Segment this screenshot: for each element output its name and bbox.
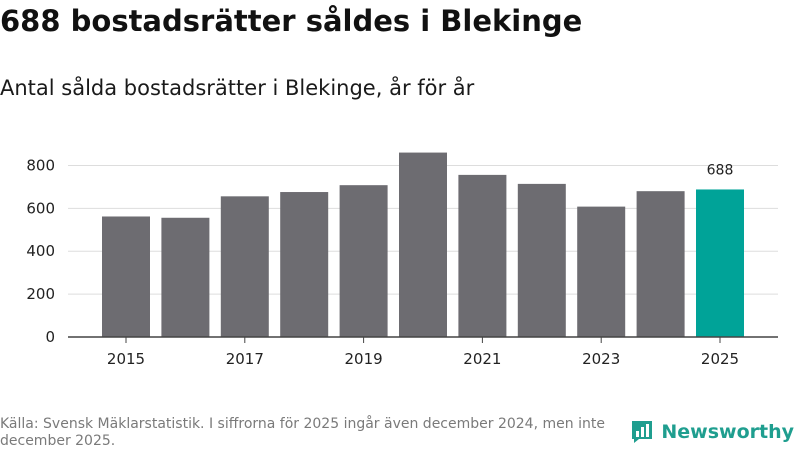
chart-subtitle: Antal sålda bostadsrätter i Blekinge, år… (0, 76, 475, 100)
brand-logo: Newsworthy (630, 420, 794, 444)
newsworthy-logo-icon (632, 421, 653, 443)
bar-2015 (102, 216, 150, 337)
x-tick-label: 2017 (226, 350, 264, 368)
x-axis-ticks: 2015 2017 2019 2021 2023 2025 (107, 337, 739, 368)
x-tick-label: 2025 (701, 350, 739, 368)
x-tick-label: 2023 (582, 350, 620, 368)
chart-title: 688 bostadsrätter såldes i Blekinge (0, 4, 583, 38)
y-tick-label: 600 (26, 199, 55, 217)
bar-2021 (458, 174, 507, 337)
y-axis-ticks: 0 200 400 600 800 (26, 156, 55, 346)
x-tick-label: 2019 (345, 350, 383, 368)
bar-2023 (577, 206, 626, 337)
y-tick-label: 0 (45, 328, 55, 346)
bar-2022 (517, 183, 566, 337)
bar-2018 (280, 192, 329, 337)
data-label-2025: 688 (707, 162, 734, 178)
bars (102, 152, 744, 337)
bar-2016 (161, 217, 210, 337)
bar-2017 (220, 196, 269, 337)
data-labels: 688 (707, 162, 734, 178)
x-tick-label: 2015 (107, 350, 145, 368)
source-note: Källa: Svensk Mäklarstatistik. I siffror… (0, 416, 605, 449)
y-tick-label: 400 (26, 242, 55, 260)
x-tick-label: 2021 (463, 350, 501, 368)
bar-2025 (696, 189, 744, 337)
bar-chart: 0 200 400 600 800 2015 2017 2019 2021 2023 2025 6… (26, 152, 778, 368)
bar-2019 (339, 185, 388, 337)
bar-2020 (399, 152, 447, 337)
bar-2024 (636, 191, 685, 337)
y-tick-label: 800 (26, 156, 55, 174)
brand-name: Newsworthy (661, 421, 794, 443)
y-tick-label: 200 (26, 285, 55, 303)
